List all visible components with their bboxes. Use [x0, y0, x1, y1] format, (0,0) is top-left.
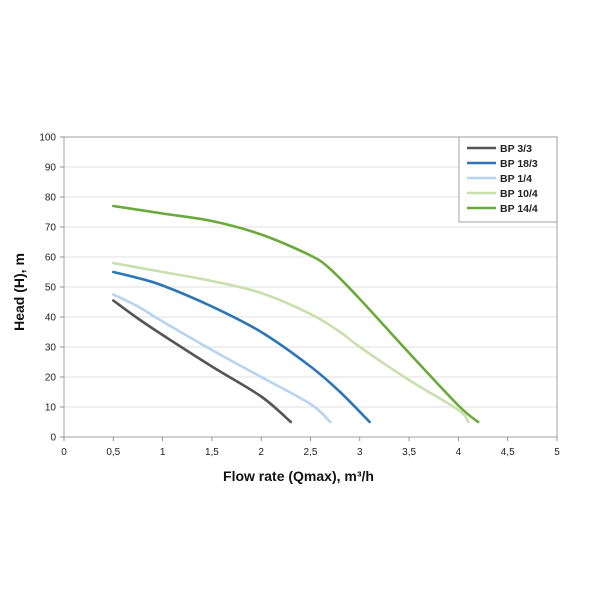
series-line-bp-10-4 — [112, 261, 470, 424]
x-tick-label: 2,5 — [304, 447, 318, 458]
axes: 0 10 20 30 40 50 60 70 80 90 100 0 0,5 1 1,5 2 2,5 3 3,5 4 4… — [39, 133, 560, 459]
y-tick-label: 0 — [50, 433, 56, 444]
x-tick-label: 0 — [61, 447, 67, 458]
legend-label-bp-18-3: BP 18/3 — [500, 158, 538, 170]
legend-label-bp-1-4: BP 1/4 — [500, 173, 532, 185]
x-tick-label: 3,5 — [402, 447, 416, 458]
series-line-bp-14-4 — [112, 204, 480, 424]
y-tick-label: 100 — [39, 133, 56, 144]
x-tick-label: 4,5 — [501, 447, 515, 458]
legend: BP 3/3 BP 18/3 BP 1/4 BP 10/4 BP 14/4 — [458, 136, 558, 223]
x-tick-label: 1 — [160, 447, 166, 458]
y-tick-label: 90 — [45, 163, 57, 174]
legend-label-bp-3-3: BP 3/3 — [500, 143, 532, 155]
y-tick-label: 10 — [45, 403, 57, 414]
y-tick-label: 40 — [45, 313, 57, 324]
legend-label-bp-14-4: BP 14/4 — [500, 203, 538, 215]
x-axis-title: Flow rate (Qmax), m³/h — [223, 468, 374, 484]
series-line-bp-18-3 — [112, 270, 371, 424]
y-tick-label: 30 — [45, 343, 57, 354]
x-tick-label: 5 — [554, 447, 560, 458]
x-tick-label: 3 — [357, 447, 363, 458]
x-tick-label: 0,5 — [106, 447, 120, 458]
series-line-bp-3-3 — [112, 299, 293, 424]
plot-frame — [63, 136, 558, 438]
x-tick-label: 4 — [456, 447, 462, 458]
x-tick-label: 1,5 — [205, 447, 219, 458]
series-lines — [112, 204, 480, 424]
series-line-bp-1-4 — [112, 293, 332, 424]
y-tick-label: 50 — [45, 283, 57, 294]
y-tick-label: 80 — [45, 193, 57, 204]
x-tick-label: 2 — [258, 447, 264, 458]
y-tick-label: 60 — [45, 253, 57, 264]
y-tick-label: 20 — [45, 373, 57, 384]
y-axis-title: Head (H), m — [11, 253, 27, 331]
legend-label-bp-10-4: BP 10/4 — [500, 188, 538, 200]
y-tick-label: 70 — [45, 223, 57, 234]
